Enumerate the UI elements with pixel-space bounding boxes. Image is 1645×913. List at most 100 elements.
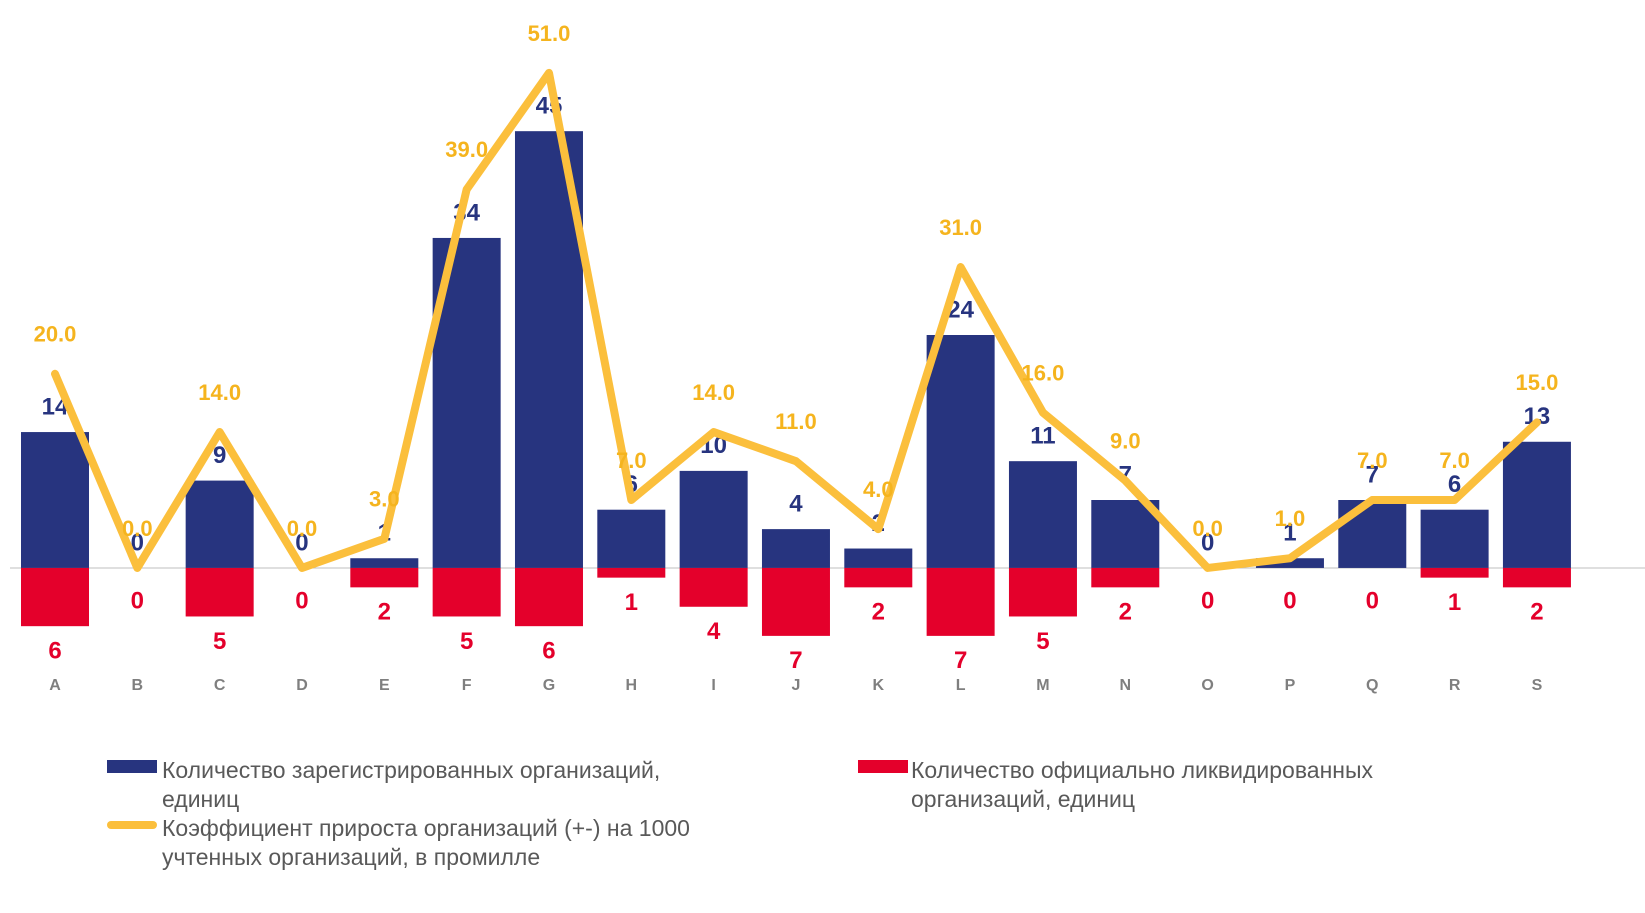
data-label: 0 — [131, 587, 144, 614]
data-label: 0 — [1201, 529, 1214, 556]
data-label: 15.0 — [1516, 370, 1559, 395]
data-label: 2 — [1530, 599, 1543, 626]
data-label: 16.0 — [1022, 360, 1065, 385]
data-label: 0 — [1283, 587, 1296, 614]
bar — [1091, 567, 1160, 588]
bar — [597, 509, 666, 568]
data-label: 1 — [1448, 589, 1461, 616]
data-label: 2 — [872, 599, 885, 626]
data-label: 5 — [1036, 628, 1049, 655]
line — [51, 68, 1541, 572]
legend-label: Количество официально ликвидированных ор… — [911, 757, 1373, 812]
data-label: 2 — [378, 599, 391, 626]
bar — [1091, 500, 1160, 568]
legend-label: Коэффициент прироста организаций (+-) на… — [162, 815, 690, 870]
x-tick-label: M — [1036, 677, 1049, 694]
data-label: 11 — [1030, 423, 1055, 450]
x-tick-label: N — [1120, 677, 1132, 694]
data-label: 0 — [1366, 587, 1379, 614]
bar — [350, 558, 419, 568]
x-tick-label: K — [873, 677, 885, 694]
bar — [1008, 567, 1077, 617]
legend-swatch — [107, 760, 157, 773]
data-label: 7.0 — [616, 448, 647, 473]
data-label: 51.0 — [528, 21, 571, 46]
data-label: 5 — [460, 628, 473, 655]
bar — [185, 567, 254, 617]
data-label: 0.0 — [1192, 516, 1223, 541]
data-label: 0 — [131, 529, 144, 556]
bar — [1008, 461, 1077, 568]
x-tick-label: O — [1201, 677, 1213, 694]
data-label: 7 — [954, 647, 967, 674]
data-label: 1.0 — [1275, 506, 1306, 531]
bar — [1420, 567, 1489, 578]
legend-swatch — [858, 760, 908, 773]
data-label: 11.0 — [775, 409, 817, 434]
data-label: 39.0 — [445, 137, 488, 162]
data-label: 0 — [1201, 587, 1214, 614]
bar — [926, 335, 995, 568]
bar — [926, 567, 995, 636]
data-label: 5 — [213, 628, 226, 655]
data-label: 20.0 — [34, 322, 77, 347]
bar — [679, 470, 748, 568]
data-label: 7 — [1366, 461, 1379, 488]
data-label: 6 — [1448, 471, 1461, 498]
x-tick-label: B — [132, 677, 144, 694]
bar — [844, 567, 913, 588]
x-tick-label: H — [626, 677, 638, 694]
x-tick-label: C — [214, 677, 226, 694]
data-label: 4.0 — [863, 477, 894, 502]
data-label: 9.0 — [1110, 428, 1141, 453]
x-tick-label: P — [1285, 677, 1296, 694]
data-label: 7 — [789, 647, 802, 674]
bar — [1502, 441, 1571, 568]
x-tick-label: G — [543, 677, 555, 694]
x-tick-label: J — [792, 677, 801, 694]
data-label: 14.0 — [198, 380, 241, 405]
bar — [1420, 509, 1489, 568]
x-tick-label: F — [462, 677, 472, 694]
bar — [1338, 500, 1407, 568]
data-label: 7.0 — [1357, 448, 1388, 473]
bar — [761, 529, 830, 568]
data-label: 1 — [1283, 520, 1296, 547]
bar — [597, 567, 666, 578]
data-label: 4 — [707, 618, 721, 645]
bar — [761, 567, 830, 636]
bar — [21, 432, 89, 568]
x-tick-label: A — [49, 677, 61, 694]
bar — [514, 567, 583, 627]
data-label: 1 — [625, 589, 638, 616]
data-label: 14.0 — [692, 380, 735, 405]
data-label: 2 — [1119, 599, 1132, 626]
data-label: 0 — [295, 587, 308, 614]
bar — [1255, 558, 1324, 568]
data-label: 31.0 — [939, 215, 982, 240]
data-label: 4 — [789, 490, 803, 517]
bar — [844, 548, 913, 568]
x-tick-label: Q — [1366, 677, 1378, 694]
bar — [21, 567, 89, 627]
x-tick-label: R — [1449, 677, 1461, 694]
x-tick-label: I — [711, 677, 715, 694]
data-label: 0.0 — [287, 516, 318, 541]
bar — [350, 567, 419, 588]
bar — [432, 567, 501, 617]
data-label: 0.0 — [122, 516, 153, 541]
data-label: 9 — [213, 442, 226, 469]
data-label: 7.0 — [1439, 448, 1470, 473]
x-tick-label: S — [1532, 677, 1543, 694]
data-label: 3.0 — [369, 487, 400, 512]
bar — [1502, 567, 1571, 588]
data-label: 6 — [542, 638, 555, 665]
legend-label: Количество зарегистрированных организаци… — [162, 757, 661, 812]
x-tick-label: D — [296, 677, 308, 694]
x-tick-label: L — [956, 677, 966, 694]
legend-swatch — [107, 821, 157, 829]
data-label: 6 — [48, 638, 61, 665]
bar — [185, 480, 254, 568]
